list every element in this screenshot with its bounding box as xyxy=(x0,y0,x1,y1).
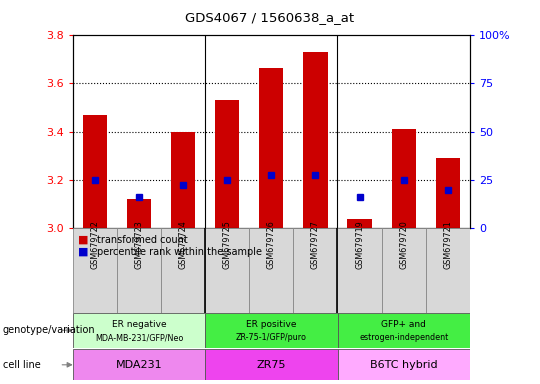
Bar xyxy=(205,228,249,313)
Text: GSM679725: GSM679725 xyxy=(223,220,232,269)
Bar xyxy=(249,228,293,313)
Bar xyxy=(338,228,382,313)
Text: cell line: cell line xyxy=(3,360,40,370)
Bar xyxy=(293,228,338,313)
Text: GSM679727: GSM679727 xyxy=(311,220,320,269)
Text: GSM679720: GSM679720 xyxy=(399,220,408,269)
Bar xyxy=(117,228,161,313)
Text: ■: ■ xyxy=(78,247,89,257)
Text: GDS4067 / 1560638_a_at: GDS4067 / 1560638_a_at xyxy=(185,11,355,24)
Text: GFP+ and: GFP+ and xyxy=(381,319,426,329)
Text: MDA231: MDA231 xyxy=(116,360,163,370)
Text: GSM679726: GSM679726 xyxy=(267,220,276,269)
Bar xyxy=(215,100,239,228)
Text: transformed count: transformed count xyxy=(97,235,188,245)
Bar xyxy=(426,228,470,313)
Bar xyxy=(347,219,372,228)
Bar xyxy=(73,313,205,348)
Bar xyxy=(338,313,470,348)
Text: GSM679723: GSM679723 xyxy=(134,220,144,269)
Bar xyxy=(392,129,416,228)
Text: estrogen-independent: estrogen-independent xyxy=(359,333,448,343)
Bar xyxy=(436,158,460,228)
Text: MDA-MB-231/GFP/Neo: MDA-MB-231/GFP/Neo xyxy=(95,333,183,343)
Bar xyxy=(73,349,205,380)
Text: percentile rank within the sample: percentile rank within the sample xyxy=(97,247,262,257)
Text: ER negative: ER negative xyxy=(112,319,166,329)
Bar xyxy=(171,132,195,228)
Bar xyxy=(83,114,107,228)
Text: ER positive: ER positive xyxy=(246,319,296,329)
Text: ZR-75-1/GFP/puro: ZR-75-1/GFP/puro xyxy=(236,333,307,343)
Bar xyxy=(161,228,205,313)
Bar xyxy=(259,68,284,228)
Bar xyxy=(303,51,328,228)
Text: genotype/variation: genotype/variation xyxy=(3,325,96,335)
Bar xyxy=(382,228,426,313)
Bar xyxy=(205,313,338,348)
Text: GSM679719: GSM679719 xyxy=(355,220,364,269)
Bar xyxy=(127,199,151,228)
Text: GSM679722: GSM679722 xyxy=(91,220,99,269)
Text: GSM679721: GSM679721 xyxy=(443,220,452,269)
Text: GSM679724: GSM679724 xyxy=(179,220,188,269)
Text: ■: ■ xyxy=(78,235,89,245)
Text: B6TC hybrid: B6TC hybrid xyxy=(370,360,437,370)
Text: ZR75: ZR75 xyxy=(256,360,286,370)
Bar xyxy=(73,228,117,313)
Bar xyxy=(205,349,338,380)
Bar xyxy=(338,349,470,380)
